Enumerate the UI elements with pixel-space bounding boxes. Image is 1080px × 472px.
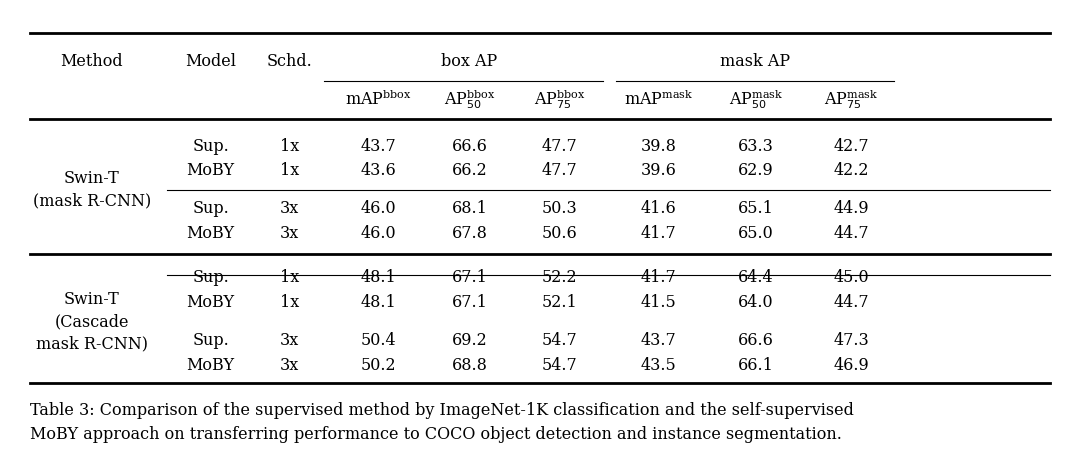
Text: 48.1: 48.1 <box>360 269 396 286</box>
Text: 1x: 1x <box>280 269 299 286</box>
Text: 62.9: 62.9 <box>738 162 774 179</box>
Text: 44.7: 44.7 <box>834 225 868 242</box>
Text: 43.6: 43.6 <box>360 162 396 179</box>
Text: MoBY: MoBY <box>187 162 234 179</box>
Text: 50.6: 50.6 <box>541 225 578 242</box>
Text: AP$^{\mathregular{bbox}}_{50}$: AP$^{\mathregular{bbox}}_{50}$ <box>444 87 496 111</box>
Text: 50.2: 50.2 <box>361 357 395 374</box>
Text: 43.7: 43.7 <box>360 138 396 155</box>
Text: 46.9: 46.9 <box>833 357 869 374</box>
Text: AP$^{\mathregular{mask}}_{75}$: AP$^{\mathregular{mask}}_{75}$ <box>824 87 878 111</box>
Text: 43.7: 43.7 <box>640 332 677 349</box>
Text: 44.7: 44.7 <box>834 294 868 311</box>
Text: AP$^{\mathregular{mask}}_{50}$: AP$^{\mathregular{mask}}_{50}$ <box>729 87 783 111</box>
Text: 64.0: 64.0 <box>739 294 773 311</box>
Text: 50.3: 50.3 <box>541 200 578 217</box>
Text: 63.3: 63.3 <box>738 138 774 155</box>
Text: 47.7: 47.7 <box>541 138 578 155</box>
Text: 3x: 3x <box>280 357 299 374</box>
Text: Table 3: Comparison of the supervised method by ImageNet-1K classification and t: Table 3: Comparison of the supervised me… <box>30 402 854 443</box>
Text: 47.7: 47.7 <box>541 162 578 179</box>
Text: MoBY: MoBY <box>187 357 234 374</box>
Text: Sup.: Sup. <box>192 332 229 349</box>
Text: 1x: 1x <box>280 138 299 155</box>
Text: 69.2: 69.2 <box>451 332 488 349</box>
Text: box AP: box AP <box>441 53 497 70</box>
Text: Swin-T
(Cascade
mask R-CNN): Swin-T (Cascade mask R-CNN) <box>36 291 148 352</box>
Text: 52.2: 52.2 <box>542 269 577 286</box>
Text: 1x: 1x <box>280 162 299 179</box>
Text: 65.1: 65.1 <box>738 200 774 217</box>
Text: 39.6: 39.6 <box>640 162 677 179</box>
Text: 67.8: 67.8 <box>451 225 488 242</box>
Text: 68.8: 68.8 <box>451 357 488 374</box>
Text: 67.1: 67.1 <box>451 269 488 286</box>
Text: 39.8: 39.8 <box>640 138 677 155</box>
Text: 54.7: 54.7 <box>541 332 578 349</box>
Text: 45.0: 45.0 <box>834 269 868 286</box>
Text: 42.2: 42.2 <box>834 162 868 179</box>
Text: Sup.: Sup. <box>192 138 229 155</box>
Text: Model: Model <box>185 53 237 70</box>
Text: 1x: 1x <box>280 294 299 311</box>
Text: 3x: 3x <box>280 225 299 242</box>
Text: 64.4: 64.4 <box>739 269 773 286</box>
Text: mAP$^{\mathregular{mask}}$: mAP$^{\mathregular{mask}}$ <box>624 89 693 109</box>
Text: Schd.: Schd. <box>267 53 312 70</box>
Text: 43.5: 43.5 <box>640 357 677 374</box>
Text: Sup.: Sup. <box>192 200 229 217</box>
Text: 48.1: 48.1 <box>360 294 396 311</box>
Text: Swin-T
(mask R-CNN): Swin-T (mask R-CNN) <box>32 170 151 210</box>
Text: 42.7: 42.7 <box>834 138 868 155</box>
Text: Sup.: Sup. <box>192 269 229 286</box>
Text: 41.7: 41.7 <box>640 225 677 242</box>
Text: 66.6: 66.6 <box>738 332 774 349</box>
Text: 54.7: 54.7 <box>541 357 578 374</box>
Text: 46.0: 46.0 <box>361 225 395 242</box>
Text: 3x: 3x <box>280 200 299 217</box>
Text: AP$^{\mathregular{bbox}}_{75}$: AP$^{\mathregular{bbox}}_{75}$ <box>534 87 585 111</box>
Text: MoBY: MoBY <box>187 225 234 242</box>
Text: mAP$^{\mathregular{bbox}}$: mAP$^{\mathregular{bbox}}$ <box>345 89 411 109</box>
Text: 52.1: 52.1 <box>541 294 578 311</box>
Text: 68.1: 68.1 <box>451 200 488 217</box>
Text: 66.6: 66.6 <box>451 138 488 155</box>
Text: 41.6: 41.6 <box>640 200 677 217</box>
Text: 47.3: 47.3 <box>833 332 869 349</box>
Text: 46.0: 46.0 <box>361 200 395 217</box>
Text: 50.4: 50.4 <box>361 332 395 349</box>
Text: 41.7: 41.7 <box>640 269 677 286</box>
Text: 41.5: 41.5 <box>640 294 677 311</box>
Text: MoBY: MoBY <box>187 294 234 311</box>
Text: 44.9: 44.9 <box>834 200 868 217</box>
Text: 66.2: 66.2 <box>451 162 488 179</box>
Text: mask AP: mask AP <box>720 53 789 70</box>
Text: 66.1: 66.1 <box>738 357 774 374</box>
Text: 3x: 3x <box>280 332 299 349</box>
Text: 65.0: 65.0 <box>738 225 774 242</box>
Text: 67.1: 67.1 <box>451 294 488 311</box>
Text: Method: Method <box>60 53 123 70</box>
